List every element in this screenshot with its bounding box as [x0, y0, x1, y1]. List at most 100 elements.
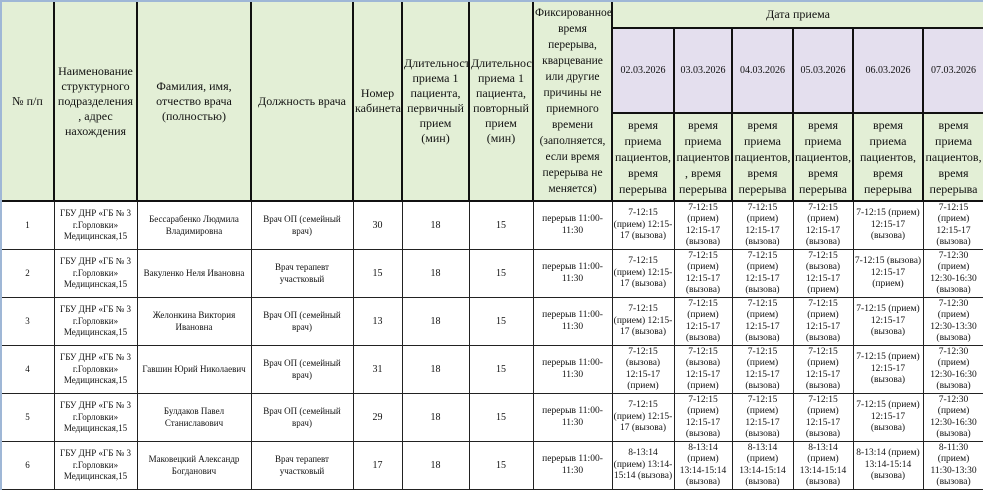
cell-dur-repeat[interactable]: 15 — [468, 393, 534, 442]
cell-schedule[interactable]: 7-12:15 (прием) 12:15-17 (вызова) — [673, 297, 733, 346]
header-date-sub: время приема пациентов, время перерыва — [852, 112, 924, 202]
cell-org[interactable]: ГБУ ДНР «ГБ № 3 г.Горловки» Медицинская,… — [53, 249, 138, 298]
cell-schedule[interactable]: 7-12:15 (прием) 12:15-17 (вызова) — [611, 249, 675, 298]
header-date: 05.03.2026 — [792, 27, 854, 114]
cell-schedule[interactable]: 7-12:15 (прием) 12:15-17 (вызова) — [611, 297, 675, 346]
cell-schedule[interactable]: 7-12:30 (прием) 12:30-16:30 (вызова) — [922, 345, 983, 394]
cell-schedule[interactable]: 7-12:15 (прием) 12:15-17 (вызова) — [731, 345, 794, 394]
header-num: № п/п — [0, 0, 55, 202]
cell-cabinet[interactable]: 30 — [352, 200, 403, 250]
cell-schedule[interactable]: 8-13:14 (прием) 13:14-15:14 (вызова) — [852, 441, 924, 490]
cell-schedule[interactable]: 7-12:15 (прием) 12:15-17 (вызова) — [792, 345, 854, 394]
header-dur-primary: Длительность приема 1 пациента, первичны… — [401, 0, 470, 202]
header-date: 03.03.2026 — [673, 27, 733, 114]
cell-schedule[interactable]: 7-12:15 (прием) 12:15-17 (вызова) — [792, 297, 854, 346]
cell-dur-repeat[interactable]: 15 — [468, 249, 534, 298]
cell-num[interactable]: 3 — [0, 297, 55, 346]
cell-schedule[interactable]: 8-13:14 (прием) 13:14-15:14 (вызова) — [611, 441, 675, 490]
cell-name[interactable]: Гавшин Юрий Николаевич — [136, 345, 252, 394]
cell-break[interactable]: перерыв 11:00-11:30 — [532, 249, 613, 298]
cell-name[interactable]: Бессарабенко Людмила Владимировна — [136, 200, 252, 250]
cell-schedule[interactable]: 7-12:15 (прием) 12:15-17 (вызова) — [792, 393, 854, 442]
cell-schedule[interactable]: 7-12:15 (вызова) 12:15-17 (прием) — [852, 249, 924, 298]
cell-num[interactable]: 6 — [0, 441, 55, 490]
table-row: 5 ГБУ ДНР «ГБ № 3 г.Горловки» Медицинская… — [0, 393, 983, 442]
cell-dur-primary[interactable]: 18 — [401, 200, 470, 250]
cell-dur-primary[interactable]: 18 — [401, 393, 470, 442]
cell-schedule[interactable]: 7-12:15 (прием) 12:15-17 (вызова) — [922, 200, 983, 250]
cell-schedule[interactable]: 7-12:15 (прием) 12:15-17 (вызова) — [852, 345, 924, 394]
cell-schedule[interactable]: 7-12:15 (прием) 12:15-17 (вызова) — [673, 200, 733, 250]
header-cabinet: Номер кабинета — [352, 0, 403, 202]
cell-name[interactable]: Вакуленко Неля Ивановна — [136, 249, 252, 298]
table-row: 4 ГБУ ДНР «ГБ № 3 г.Горловки» Медицинская… — [0, 345, 983, 394]
cell-schedule[interactable]: 8-13:14 (прием) 13:14-15:14 (вызова) — [673, 441, 733, 490]
header-org: Наименование структурного подразделения … — [53, 0, 138, 202]
cell-schedule[interactable]: 7-12:15 (вызова) 12:15-17 (прием) — [673, 345, 733, 394]
cell-dur-primary[interactable]: 18 — [401, 297, 470, 346]
cell-schedule[interactable]: 7-12:15 (вызова) 12:15-17 (прием) — [792, 249, 854, 298]
cell-schedule[interactable]: 7-12:15 (прием) 12:15-17 (вызова) — [611, 200, 675, 250]
cell-schedule[interactable]: 7-12:15 (прием) 12:15-17 (вызова) — [852, 297, 924, 346]
cell-dur-primary[interactable]: 18 — [401, 441, 470, 490]
table-row: 2 ГБУ ДНР «ГБ № 3 г.Горловки» Медицинская… — [0, 249, 983, 298]
cell-position[interactable]: Врач терапевт участковый — [250, 249, 354, 298]
cell-schedule[interactable]: 7-12:15 (прием) 12:15-17 (вызова) — [852, 200, 924, 250]
cell-name[interactable]: Булдаков Павел Станиславович — [136, 393, 252, 442]
cell-dur-repeat[interactable]: 15 — [468, 200, 534, 250]
cell-org[interactable]: ГБУ ДНР «ГБ № 3 г.Горловки» Медицинская,… — [53, 345, 138, 394]
header-break: Фиксированное время перерыва, кварцевани… — [532, 0, 613, 202]
cell-dur-primary[interactable]: 18 — [401, 249, 470, 298]
cell-position[interactable]: Врач ОП (семейный врач) — [250, 297, 354, 346]
header-date-sub: время приема пациентов, время перерыва — [921, 112, 983, 202]
cell-num[interactable]: 2 — [0, 249, 55, 298]
cell-org[interactable]: ГБУ ДНР «ГБ № 3 г.Горловки» Медицинская,… — [53, 393, 138, 442]
header-date: 02.03.2026 — [611, 27, 675, 114]
cell-schedule[interactable]: 8-13:14 (прием) 13:14-15:14 (вызова) — [731, 441, 794, 490]
cell-name[interactable]: Маковецкий Александр Богданович — [136, 441, 252, 490]
cell-schedule[interactable]: 7-12:15 (вызова) 12:15-17 (прием) — [611, 345, 675, 394]
cell-num[interactable]: 4 — [0, 345, 55, 394]
cell-cabinet[interactable]: 17 — [352, 441, 403, 490]
cell-org[interactable]: ГБУ ДНР «ГБ № 3 г.Горловки» Медицинская,… — [53, 200, 138, 250]
header-date: 06.03.2026 — [852, 27, 924, 114]
cell-cabinet[interactable]: 13 — [352, 297, 403, 346]
cell-org[interactable]: ГБУ ДНР «ГБ № 3 г.Горловки» Медицинская,… — [53, 441, 138, 490]
cell-dur-primary[interactable]: 18 — [401, 345, 470, 394]
cell-schedule[interactable]: 7-12:15 (прием) 12:15-17 (вызова) — [731, 297, 794, 346]
cell-schedule[interactable]: 7-12:15 (прием) 12:15-17 (вызова) — [731, 249, 794, 298]
cell-num[interactable]: 5 — [0, 393, 55, 442]
cell-schedule[interactable]: 7-12:15 (прием) 12:15-17 (вызова) — [792, 200, 854, 250]
cell-name[interactable]: Желонкина Виктория Ивановна — [136, 297, 252, 346]
cell-schedule[interactable]: 8-11:30 (прием) 11:30-13:30 (вызова) — [922, 441, 983, 490]
cell-schedule[interactable]: 7-12:30 (прием) 12:30-13:30 (вызова) — [922, 297, 983, 346]
cell-schedule[interactable]: 7-12:15 (прием) 12:15-17 (вызова) — [673, 393, 733, 442]
cell-break[interactable]: перерыв 11:00-11:30 — [532, 297, 613, 346]
cell-position[interactable]: Врач ОП (семейный врач) — [250, 345, 354, 394]
cell-num[interactable]: 1 — [0, 200, 55, 250]
cell-dur-repeat[interactable]: 15 — [468, 441, 534, 490]
cell-break[interactable]: перерыв 11:00-11:30 — [532, 200, 613, 250]
header-date: 07.03.2026 — [921, 27, 983, 114]
cell-schedule[interactable]: 7-12:15 (прием) 12:15-17 (вызова) — [852, 393, 924, 442]
cell-org[interactable]: ГБУ ДНР «ГБ № 3 г.Горловки» Медицинская,… — [53, 297, 138, 346]
cell-schedule[interactable]: 8-13:14 (прием) 13:14-15:14 (вызова) — [792, 441, 854, 490]
cell-schedule[interactable]: 7-12:30 (прием) 12:30-16:30 (вызова) — [922, 249, 983, 298]
cell-break[interactable]: перерыв 11:00-11:30 — [532, 393, 613, 442]
cell-break[interactable]: перерыв 11:00-11:30 — [532, 345, 613, 394]
cell-position[interactable]: Врач ОП (семейный врач) — [250, 393, 354, 442]
cell-position[interactable]: Врач ОП (семейный врач) — [250, 200, 354, 250]
cell-cabinet[interactable]: 31 — [352, 345, 403, 394]
cell-cabinet[interactable]: 15 — [352, 249, 403, 298]
cell-cabinet[interactable]: 29 — [352, 393, 403, 442]
cell-schedule[interactable]: 7-12:15 (прием) 12:15-17 (вызова) — [611, 393, 675, 442]
cell-schedule[interactable]: 7-12:30 (прием) 12:30-16:30 (вызова) — [922, 393, 983, 442]
cell-schedule[interactable]: 7-12:15 (прием) 12:15-17 (вызова) — [731, 200, 794, 250]
cell-schedule[interactable]: 7-12:15 (прием) 12:15-17 (вызова) — [673, 249, 733, 298]
cell-schedule[interactable]: 7-12:15 (прием) 12:15-17 (вызова) — [731, 393, 794, 442]
cell-break[interactable]: перерыв 11:00-11:30 — [532, 441, 613, 490]
cell-position[interactable]: Врач терапевт участковый — [250, 441, 354, 490]
cell-dur-repeat[interactable]: 15 — [468, 345, 534, 394]
cell-dur-repeat[interactable]: 15 — [468, 297, 534, 346]
